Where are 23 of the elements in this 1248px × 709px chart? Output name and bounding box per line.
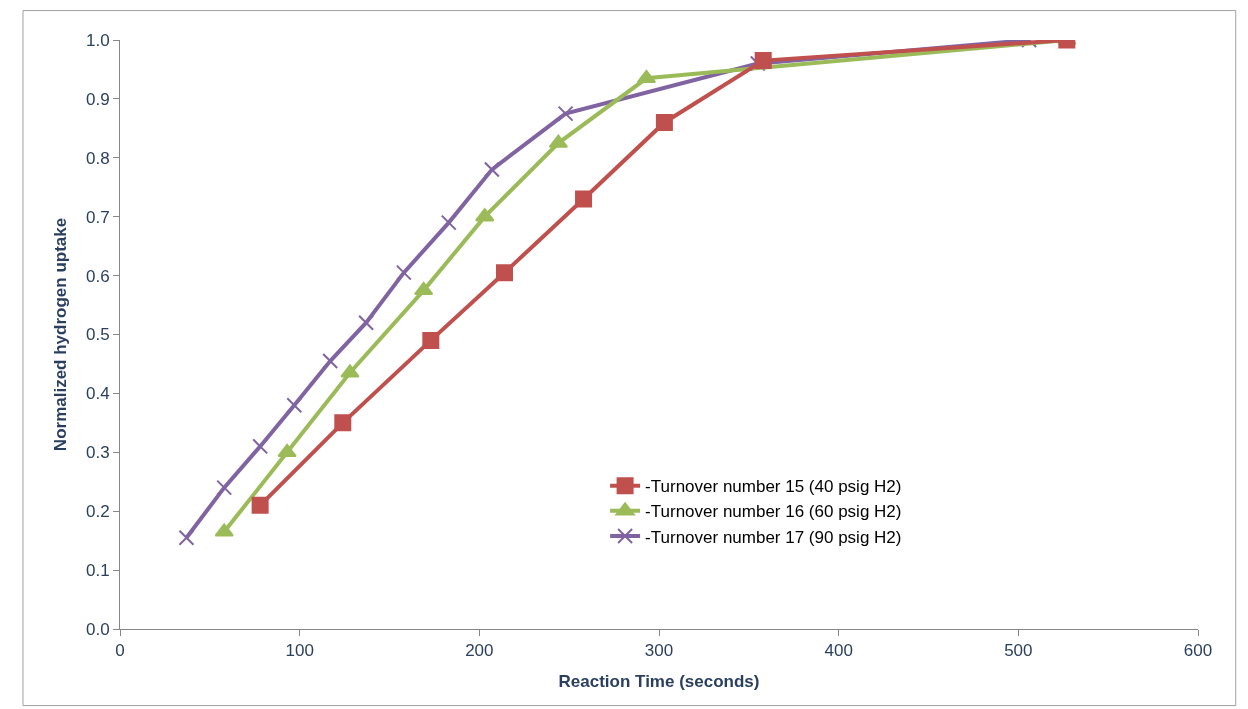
y-tick-label: 0.1	[85, 561, 110, 581]
x-tick-label: 0	[115, 641, 125, 661]
y-tick-label: 0.7	[85, 207, 110, 227]
y-tick-label: 0.5	[85, 325, 110, 345]
y-tick-label: 0.0	[85, 619, 110, 639]
legend-label: -Turnover number 15 (40 psig H2)	[645, 477, 902, 497]
x-tick-label: 600	[1183, 641, 1213, 661]
x-tick-label: 200	[465, 641, 494, 661]
y-tick-label: 0.4	[85, 384, 110, 404]
x-tick-label: 400	[824, 641, 853, 661]
y-tick-label: 0.9	[85, 89, 110, 109]
x-tick-label: 100	[285, 641, 314, 661]
y-tick-label: 0.6	[85, 266, 110, 286]
y-tick-label: 1.0	[85, 30, 110, 50]
legend-label: -Turnover number 17 (90 psig H2)	[645, 527, 902, 547]
y-tick-label: 0.3	[85, 443, 110, 463]
y-axis-title: Normalized hydrogen uptake	[50, 217, 70, 452]
x-tick-label: 500	[1004, 641, 1033, 661]
x-tick-label: 300	[644, 641, 674, 661]
x-axis-title: Reaction Time (seconds)	[558, 671, 760, 691]
y-tick-label: 0.8	[85, 148, 110, 168]
legend-label: -Turnover number 16 (60 psig H2)	[645, 502, 902, 522]
y-tick-label: 0.2	[85, 502, 110, 522]
